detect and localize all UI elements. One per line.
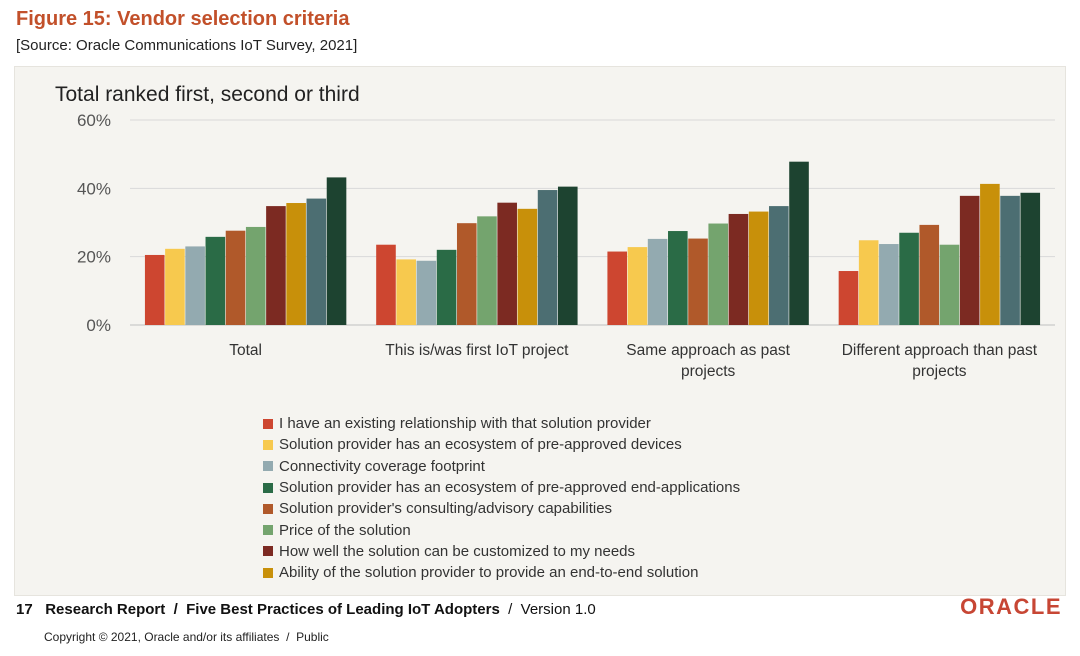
oracle-logo: ORACLE — [960, 594, 1062, 619]
bar — [879, 244, 899, 325]
category-labels: Total This is/was first IoT project Same a… — [229, 342, 1037, 380]
legend-swatch — [263, 567, 273, 578]
report-title: Five Best Practices of Leading IoT Adopt… — [186, 601, 500, 618]
bar — [980, 183, 1000, 325]
legend-item: Price of the solution — [263, 519, 740, 540]
y-tick-label: 40% — [77, 179, 111, 198]
legend-item: Connectivity coverage footprint — [263, 456, 740, 477]
x-tick-label: This is/was first IoT project — [385, 342, 569, 359]
separator: / — [286, 630, 290, 644]
bar — [627, 247, 648, 325]
legend-label: Solution provider's consulting/advisory … — [279, 500, 613, 518]
legend-label: Solution provider has an ecosystem of pr… — [279, 436, 682, 454]
bar — [557, 186, 578, 326]
report-label: Research Report — [45, 601, 166, 618]
bar — [668, 231, 688, 325]
bar — [456, 223, 477, 325]
bar — [1000, 195, 1020, 325]
bar — [416, 260, 437, 325]
legend-swatch — [263, 525, 273, 536]
legend-label: Connectivity coverage footprint — [279, 457, 485, 475]
x-tick-label: Same approach as past projects — [626, 342, 790, 380]
chart-title: Total ranked first, second or third — [55, 83, 360, 106]
bar — [497, 202, 517, 325]
copyright-text: Copyright © 2021, Oracle and/or its affi… — [44, 630, 280, 644]
bar — [165, 248, 185, 325]
bar — [728, 213, 749, 325]
bar — [376, 244, 396, 325]
bar — [959, 195, 980, 325]
legend-label: I have an existing relationship with tha… — [279, 415, 651, 433]
bar — [647, 238, 668, 325]
bar — [789, 161, 809, 325]
legend-swatch — [263, 461, 273, 472]
y-tick-label: 60% — [77, 111, 111, 130]
legend-item: Ability of the solution provider to prov… — [263, 562, 740, 583]
bar — [266, 206, 286, 325]
bar — [286, 203, 306, 325]
legend-item: Solution provider has an ecosystem of pr… — [263, 477, 740, 498]
legend-swatch — [263, 503, 273, 514]
separator: / — [173, 601, 178, 618]
bar — [939, 244, 960, 325]
bar — [245, 226, 266, 325]
bar — [899, 232, 919, 325]
bar — [436, 249, 457, 325]
bar — [1020, 192, 1041, 325]
bar — [477, 216, 497, 325]
legend-swatch — [263, 418, 273, 429]
bars — [144, 161, 1041, 326]
bar — [607, 251, 628, 325]
classification-label: Public — [296, 630, 329, 644]
bar — [225, 230, 246, 325]
legend: I have an existing relationship with tha… — [263, 413, 740, 583]
page-number: 17 — [16, 601, 33, 618]
legend-label: Solution provider has an ecosystem of pr… — [279, 479, 741, 497]
version-label: Version 1.0 — [520, 601, 596, 618]
legend-item: Solution provider's consulting/advisory … — [263, 498, 740, 519]
x-tick-label: Different approach than past projects — [842, 342, 1038, 380]
bar — [185, 246, 205, 325]
chart-panel: Total ranked first, second or third 0% 20… — [14, 66, 1066, 596]
bar — [769, 206, 789, 325]
x-tick-label: Total — [229, 342, 262, 359]
legend-label: Price of the solution — [279, 521, 411, 539]
footer-line: 17 Research Report / Five Best Practices… — [16, 601, 596, 618]
legend-item: Solution provider has an ecosystem of pr… — [263, 434, 740, 455]
figure-title: Figure 15: Vendor selection criteria — [16, 8, 350, 30]
legend-label: How well the solution can be customized … — [279, 542, 636, 560]
legend-item: I have an existing relationship with tha… — [263, 413, 740, 434]
bar — [517, 208, 538, 325]
legend-swatch — [263, 439, 273, 450]
bar-chart: Total ranked first, second or third 0% 20… — [55, 83, 1055, 380]
bar — [708, 223, 729, 325]
bar — [205, 236, 226, 325]
bar — [838, 271, 859, 325]
legend-item: How well the solution can be customized … — [263, 541, 740, 562]
bar — [326, 177, 347, 325]
bar — [919, 224, 940, 325]
bar — [537, 190, 558, 325]
bar — [748, 211, 769, 325]
bar — [858, 240, 879, 325]
y-tick-label: 20% — [77, 248, 111, 267]
figure-source: [Source: Oracle Communications IoT Surve… — [16, 37, 358, 54]
bar — [396, 259, 416, 325]
bar — [688, 238, 708, 325]
y-tick-label: 0% — [86, 316, 111, 335]
separator: / — [508, 601, 513, 618]
bar — [306, 198, 327, 325]
copyright-line: Copyright © 2021, Oracle and/or its affi… — [44, 630, 329, 644]
legend-label: Ability of the solution provider to prov… — [279, 564, 699, 582]
bar — [144, 254, 165, 325]
legend-swatch — [263, 482, 273, 493]
legend-swatch — [263, 546, 273, 557]
